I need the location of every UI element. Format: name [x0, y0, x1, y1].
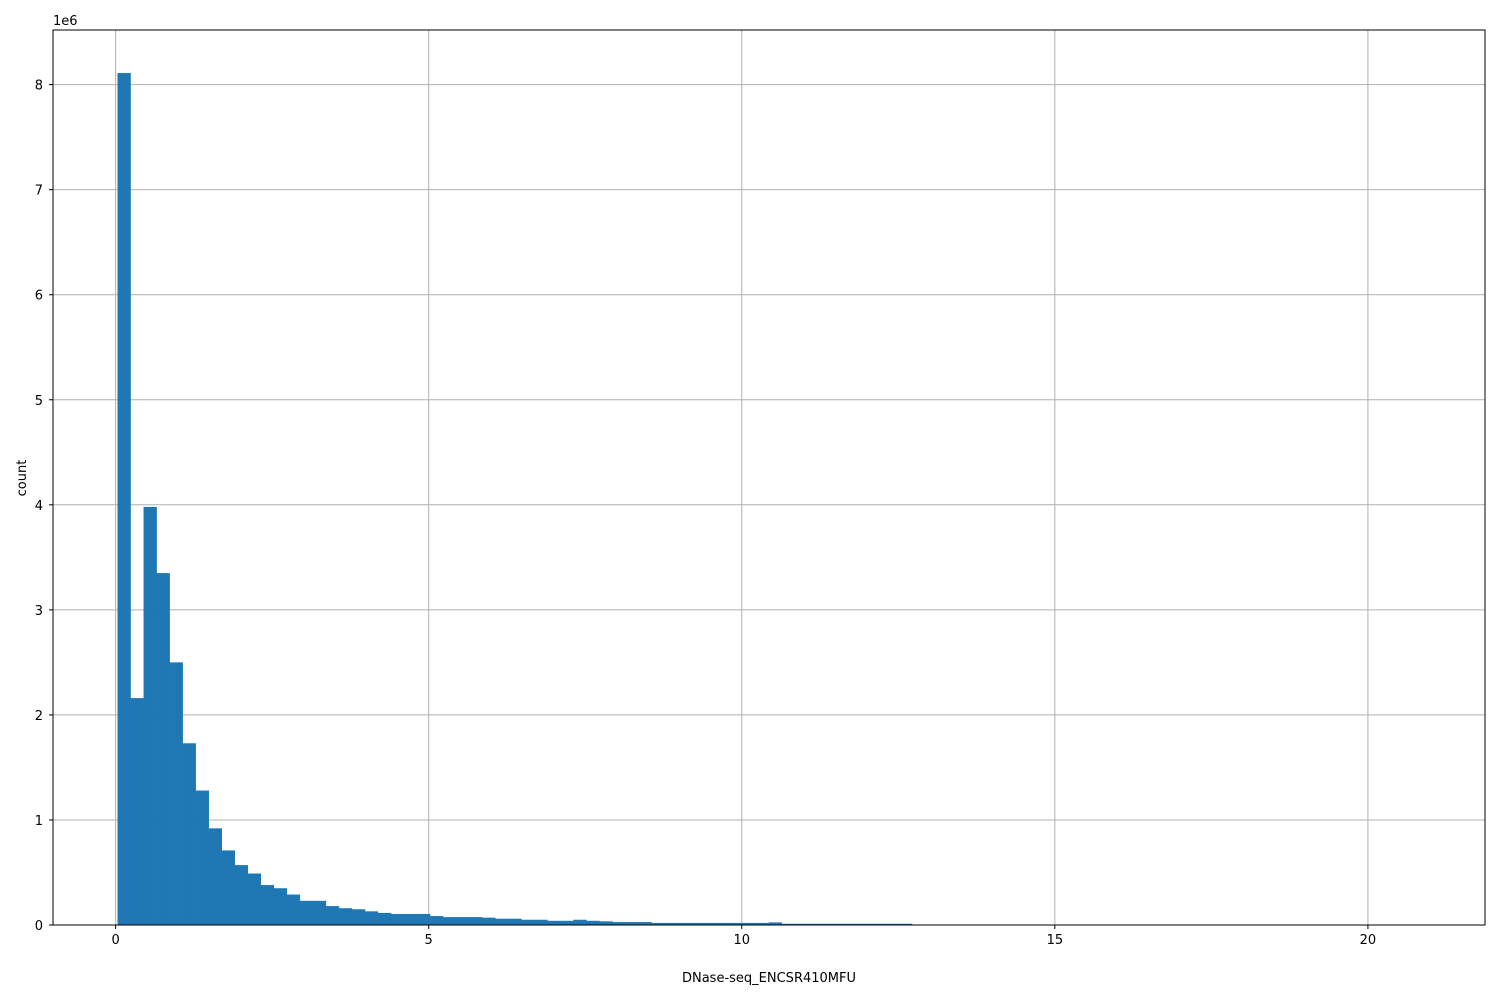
histogram-bar [196, 791, 209, 925]
y-tick-label: 1 [35, 814, 43, 829]
histogram-bar [313, 901, 326, 925]
x-tick-label: 10 [733, 933, 750, 948]
x-tick-label: 20 [1360, 933, 1377, 948]
histogram-bar [157, 573, 170, 925]
x-tick-label: 15 [1047, 933, 1064, 948]
histogram-bar [183, 743, 196, 925]
histogram-bar [222, 850, 235, 925]
y-tick-label: 7 [35, 184, 43, 199]
histogram-bar [378, 913, 391, 925]
histogram-bar [417, 914, 430, 925]
y-tick-label: 2 [35, 709, 43, 724]
y-tick-label: 5 [35, 394, 43, 409]
histogram-bar [339, 908, 352, 925]
y-tick-label: 3 [35, 604, 43, 619]
histogram-bar [170, 662, 183, 925]
y-tick-label: 0 [35, 919, 43, 934]
histogram-bar [235, 865, 248, 925]
histogram-bar [573, 920, 586, 925]
plot-frame [53, 30, 1485, 925]
histogram-bar [352, 909, 365, 925]
y-axis-label: count [15, 460, 30, 497]
grid-lines [53, 30, 1485, 925]
x-tick-label: 0 [111, 933, 119, 948]
histogram-bar [300, 901, 313, 925]
histogram-bar [547, 921, 560, 925]
x-axis-label: DNase-seq_ENCSR410MFU [682, 971, 856, 986]
y-tick-label: 6 [35, 289, 43, 304]
histogram-bar [586, 921, 599, 925]
x-tick-label: 5 [425, 933, 433, 948]
histogram-bar [144, 507, 157, 925]
histogram-bar [495, 919, 508, 925]
histogram-bar [560, 921, 573, 925]
histogram-bar [274, 888, 287, 925]
histogram-bar [521, 920, 534, 925]
y-tick-label: 8 [35, 79, 43, 94]
histogram-bars [117, 73, 1420, 925]
histogram-bar [482, 918, 495, 925]
histogram-bar [456, 917, 469, 925]
histogram-bar [117, 73, 130, 925]
histogram-bar [326, 906, 339, 925]
histogram-bar [404, 914, 417, 925]
histogram-bar [443, 917, 456, 925]
y-offset-label: 1e6 [53, 14, 78, 29]
histogram-bar [287, 895, 300, 925]
histogram-bar [508, 919, 521, 925]
histogram-bar [131, 698, 144, 925]
y-tick-label: 4 [35, 499, 43, 514]
x-axis-ticks: 0 5 10 15 20 [111, 925, 1376, 948]
histogram-bar [365, 911, 378, 925]
histogram-bar [534, 920, 547, 925]
histogram-bar [469, 917, 482, 925]
histogram-bar [430, 916, 443, 925]
histogram-bar [391, 914, 404, 925]
histogram-bar [248, 874, 261, 925]
histogram-bar [599, 921, 612, 925]
y-axis-ticks: 0 1 2 3 4 5 6 7 8 [35, 79, 53, 934]
histogram-bar [209, 828, 222, 925]
histogram-bar [261, 885, 274, 925]
